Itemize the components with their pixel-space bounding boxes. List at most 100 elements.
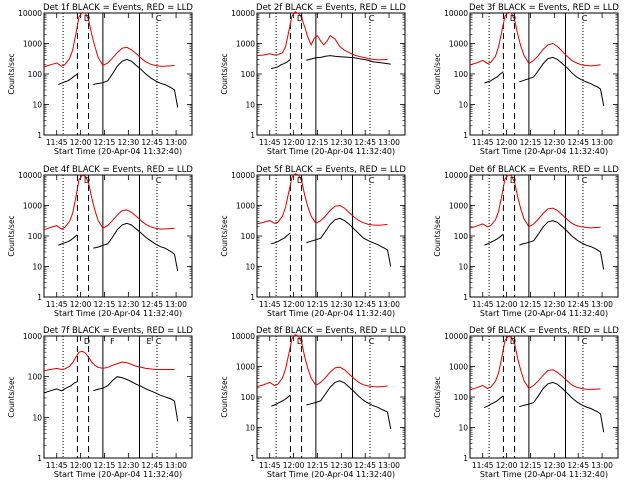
x-tick-label: 12:30 (544, 461, 566, 470)
y-tick-label: 10 (458, 263, 468, 272)
x-tick-label: 11:45 (472, 138, 494, 147)
series-line-black (43, 376, 179, 422)
y-axis-label: Counts/sec (7, 376, 16, 417)
chart-title: Det 4f BLACK = Events, RED = LLD (43, 165, 193, 175)
series-line-red (256, 334, 388, 388)
chart-title: Det 5f BLACK = Events, RED = LLD (256, 165, 406, 175)
y-tick-label: 1 (463, 293, 468, 302)
y-tick-label: 1000 (449, 363, 468, 372)
x-tick-label: 12:30 (544, 138, 566, 147)
annotation-label: C (369, 14, 375, 23)
x-tick-label: 12:00 (496, 138, 518, 147)
x-tick-label: 12:45 (567, 300, 589, 309)
annotation-label: D (510, 337, 516, 346)
chart-panel-2: Det 2f BLACK = Events, RED = LLD 1 10 100 10… (220, 3, 406, 156)
series-line-red (43, 11, 175, 68)
x-tick-label: 12:00 (496, 461, 518, 470)
y-tick-label: 1 (463, 131, 468, 140)
annotation-label: D (510, 14, 516, 23)
x-tick-label: 11:45 (472, 300, 494, 309)
x-tick-label: 11:45 (46, 138, 68, 147)
annotation-label: D (297, 337, 303, 346)
x-tick-label: 12:45 (141, 138, 163, 147)
y-tick-label: 100 (241, 70, 256, 79)
x-tick-label: 12:15 (307, 300, 329, 309)
series-line-black (271, 380, 392, 429)
x-tick-label: 12:45 (354, 138, 376, 147)
x-tick-label: 13:00 (591, 300, 613, 309)
x-axis-label: Start Time (20-Apr-04 11:32:40) (54, 470, 182, 479)
y-tick-label: 10 (245, 101, 255, 110)
y-tick-label: 1 (37, 293, 42, 302)
y-tick-label: 10 (32, 101, 42, 110)
series-line-red (469, 174, 601, 229)
chart-panel-5: Det 5f BLACK = Events, RED = LLD 1 10 100 10… (220, 165, 406, 318)
chart-panel-8: Det 8f BLACK = Events, RED = LLD 1 10 100 10… (220, 326, 406, 479)
plot-frame (256, 335, 406, 459)
series-line-black (58, 222, 179, 272)
x-axis-label: Start Time (20-Apr-04 11:32:40) (267, 470, 395, 479)
chart-title: Det 3f BLACK = Events, RED = LLD (469, 3, 619, 13)
x-axis-label: Start Time (20-Apr-04 11:32:40) (267, 147, 395, 156)
annotation-label: D (84, 176, 90, 185)
annotation-label: C (369, 176, 375, 185)
y-tick-label: 100 (454, 393, 469, 402)
x-tick-label: 11:45 (259, 300, 281, 309)
y-tick-label: 100 (241, 393, 256, 402)
x-axis-label: Start Time (20-Apr-04 11:32:40) (480, 147, 608, 156)
x-tick-label: 12:00 (283, 461, 305, 470)
chart-panel-7: Det 7f BLACK = Events, RED = LLD 1 10 100 10… (7, 326, 193, 479)
y-tick-label: 1 (250, 131, 255, 140)
annotation-label: C (582, 337, 588, 346)
y-tick-label: 1000 (23, 40, 42, 49)
annotation-label: D (84, 337, 90, 346)
plot-frame (43, 12, 193, 136)
y-tick-label: 100 (28, 232, 43, 241)
y-tick-label: 100 (28, 70, 43, 79)
series-line-black (484, 56, 605, 106)
y-axis-label: Counts/sec (433, 376, 442, 417)
x-tick-label: 13:00 (591, 461, 613, 470)
y-tick-label: 1000 (23, 332, 42, 341)
x-axis-label: Start Time (20-Apr-04 11:32:40) (267, 309, 395, 318)
x-tick-label: 12:15 (307, 461, 329, 470)
y-tick-label: 10 (245, 263, 255, 272)
series-line-black (271, 55, 391, 70)
x-tick-label: 12:00 (70, 300, 92, 309)
x-tick-label: 12:15 (94, 461, 116, 470)
x-tick-label: 12:45 (141, 461, 163, 470)
x-tick-label: 13:00 (165, 138, 187, 147)
chart-panel-6: Det 6f BLACK = Events, RED = LLD 1 10 100 10… (433, 165, 619, 318)
y-axis-label: Counts/sec (220, 215, 229, 256)
series-line-black (484, 381, 605, 433)
chart-title: Det 6f BLACK = Events, RED = LLD (469, 165, 619, 175)
y-tick-label: 10000 (231, 171, 255, 180)
x-tick-label: 12:30 (331, 138, 353, 147)
x-tick-label: 12:15 (520, 300, 542, 309)
series-line-black (58, 58, 179, 108)
y-tick-label: 1 (250, 454, 255, 463)
x-tick-label: 11:45 (259, 138, 281, 147)
y-tick-label: 10000 (18, 9, 42, 18)
annotation-label: D (297, 14, 303, 23)
y-tick-label: 10 (32, 413, 42, 422)
annotation-label: C (156, 337, 162, 346)
chart-title: Det 8f BLACK = Events, RED = LLD (256, 326, 406, 336)
chart-panel-1: Det 1f BLACK = Events, RED = LLD 1 10 100 10… (7, 3, 193, 156)
y-tick-label: 10000 (444, 332, 468, 341)
x-tick-label: 11:45 (46, 300, 68, 309)
x-tick-label: 12:15 (94, 138, 116, 147)
annotation-label: C (156, 176, 162, 185)
chart-panel-9: Det 9f BLACK = Events, RED = LLD 1 10 100 10… (433, 326, 619, 479)
x-tick-label: 12:30 (331, 461, 353, 470)
annotation-label: C (582, 176, 588, 185)
y-tick-label: 10 (245, 424, 255, 433)
y-tick-label: 100 (454, 70, 469, 79)
series-line-black (271, 217, 392, 267)
series-line-red (43, 174, 175, 231)
x-tick-label: 12:45 (567, 461, 589, 470)
x-tick-label: 12:30 (118, 461, 140, 470)
x-tick-label: 12:15 (307, 138, 329, 147)
plot-frame (469, 335, 619, 459)
chart-title: Det 2f BLACK = Events, RED = LLD (256, 3, 406, 13)
